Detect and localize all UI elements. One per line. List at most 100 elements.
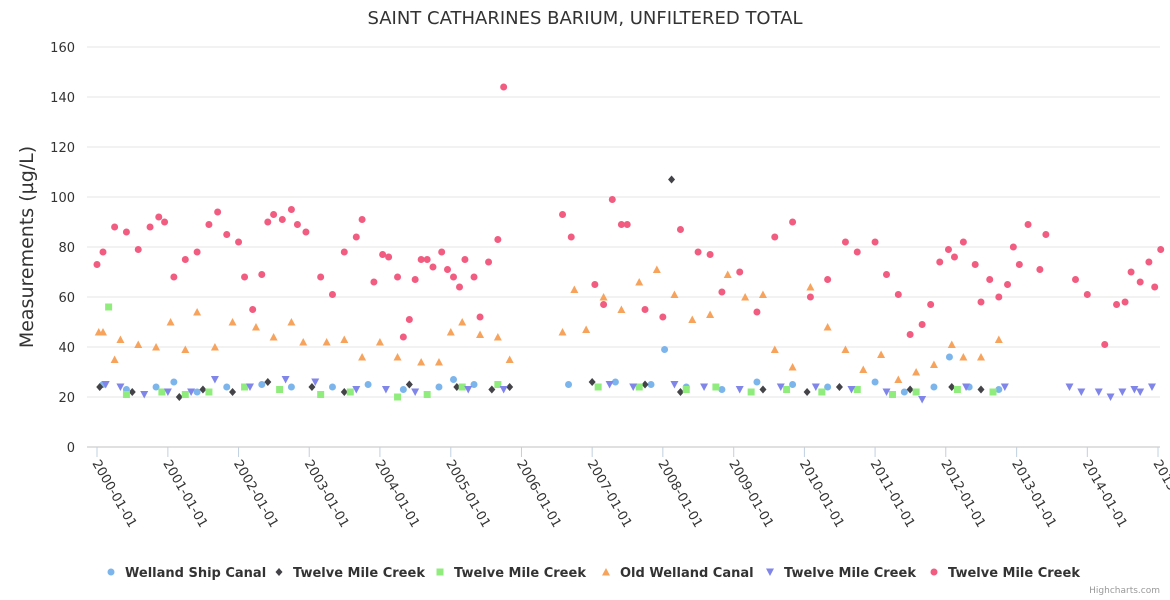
data-point [453,383,461,391]
data-point [423,391,431,398]
data-point [936,258,944,266]
data-point [1024,221,1032,228]
data-point [214,208,222,216]
data-point [161,218,169,226]
data-point [485,258,493,266]
credits-link[interactable]: Highcharts.com [1089,586,1160,596]
data-point [205,388,213,396]
data-point [134,246,142,253]
data-point [476,330,485,338]
data-point [588,378,596,386]
data-point [600,301,608,308]
data-point [947,340,956,348]
x-tick-label: 2000-01-01 [89,458,140,531]
data-point [776,383,785,391]
data-point [629,383,638,391]
data-point [488,385,496,394]
data-point [394,273,402,281]
data-point [758,290,767,298]
data-point [789,218,797,226]
data-point [753,378,761,386]
data-point [959,353,968,361]
series-6 [93,83,1165,348]
legend-symbol [602,568,610,576]
data-point [894,375,903,383]
data-point [499,386,508,394]
data-point [700,383,709,391]
data-point [783,386,791,393]
data-point [110,355,119,363]
data-point [450,273,458,281]
data-point [565,381,573,388]
legend-label: Old Welland Canal [620,566,754,581]
data-point [381,386,390,394]
data-point [317,391,325,398]
data-point [1042,231,1050,238]
data-point [223,383,231,391]
plot-area [93,83,1165,404]
data-point [394,393,402,401]
data-point [264,378,272,386]
data-point [438,248,446,256]
data-point [871,238,879,246]
data-point [789,381,797,388]
data-point [989,388,997,396]
data-point [1145,258,1153,266]
legend-item-6[interactable]: Twelve Mile Creek [930,566,1081,581]
data-point [591,281,599,288]
legend-item-2[interactable]: Twelve Mile Creek [275,566,426,581]
data-point [494,381,502,388]
data-point [806,283,815,291]
data-point [741,293,750,301]
legend-item-1[interactable]: Welland Ship Canal [107,566,267,581]
data-point [193,388,201,396]
data-point [235,238,243,246]
data-point [364,381,372,388]
legend-item-3[interactable]: Twelve Mile Creek [436,566,587,581]
data-point [458,318,467,326]
data-point [99,328,108,336]
data-point [269,333,278,341]
data-point [1083,291,1091,298]
data-point [146,223,154,231]
data-point [971,261,979,268]
data-point [824,276,832,283]
data-point [281,376,290,384]
data-point [953,386,961,393]
data-point [245,383,254,391]
data-point [358,216,366,223]
data-point [128,388,136,396]
data-point [302,228,310,236]
data-point [193,248,201,256]
data-point [824,383,832,391]
data-point [944,246,952,253]
data-point [803,388,811,396]
data-point [96,383,104,391]
legend-label: Twelve Mile Creek [784,566,916,581]
data-point [676,226,684,233]
data-point [847,386,856,394]
legend-item-4[interactable]: Old Welland Canal [602,566,754,581]
data-point [995,293,1003,301]
data-point [293,221,301,228]
data-point [788,363,797,371]
data-point [1147,383,1156,391]
data-point [287,206,295,213]
data-point [241,273,249,281]
x-tick-label: 2011-01-01 [867,458,918,531]
data-point [706,251,714,258]
data-point [918,321,926,328]
data-point [747,388,755,396]
legend-item-5[interactable]: Twelve Mile Creek [766,566,916,581]
data-point [181,391,189,398]
data-point [417,256,425,263]
data-point [912,368,921,376]
data-point [835,383,843,391]
legend-label: Welland Ship Canal [125,566,266,581]
data-point [241,383,249,391]
data-point [962,383,971,391]
series-2 [96,175,985,401]
data-point [883,271,891,278]
data-point [635,383,643,391]
